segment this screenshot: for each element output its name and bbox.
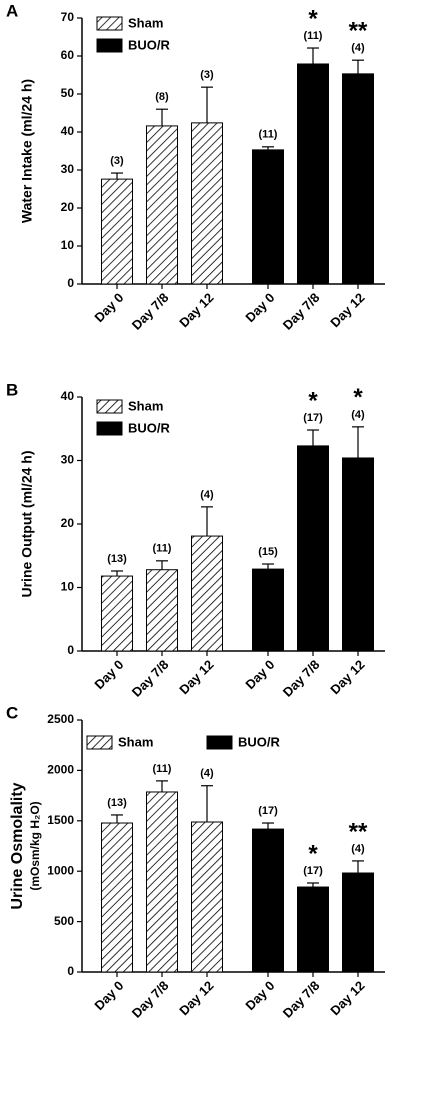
y-tick-label: 20 — [61, 516, 75, 530]
n-label: (17) — [303, 412, 323, 424]
legend-label: Sham — [118, 734, 153, 749]
y-axis-label: Water Intake (ml/24 h) — [19, 79, 35, 223]
bar — [101, 822, 133, 973]
y-tick-label: 2000 — [47, 763, 74, 777]
bar — [101, 178, 133, 285]
legend-swatch — [96, 38, 123, 53]
bar — [191, 821, 223, 973]
y-tick-label: 1000 — [47, 863, 74, 877]
y-tick-label: 30 — [61, 162, 75, 176]
significance-mark: * — [308, 840, 318, 867]
y-tick-label: 40 — [61, 389, 75, 403]
x-tick-label: Day 7/8 — [129, 978, 172, 1021]
y-tick-label: 0 — [67, 964, 74, 978]
x-tick-label: Day 7/8 — [280, 290, 323, 333]
significance-mark: ** — [349, 18, 368, 45]
x-tick-label: Day 12 — [327, 290, 367, 330]
y-tick-label: 70 — [61, 10, 75, 24]
n-label: (4) — [351, 42, 365, 54]
legend-label: BUO/R — [128, 37, 171, 52]
n-label: (13) — [107, 797, 127, 809]
x-tick-label: Day 12 — [176, 657, 216, 697]
x-tick-label: Day 7/8 — [280, 657, 323, 700]
bar — [252, 149, 284, 285]
bar — [101, 575, 133, 652]
n-label: (4) — [351, 843, 365, 855]
y-tick-label: 40 — [61, 124, 75, 138]
panel-label: A — [6, 1, 18, 20]
n-label: (17) — [303, 865, 323, 877]
legend-swatch — [86, 735, 113, 750]
bar — [146, 569, 178, 652]
n-label: (17) — [258, 805, 278, 817]
bar — [342, 73, 374, 285]
y-tick-label: 0 — [67, 276, 74, 290]
legend-swatch — [206, 735, 233, 750]
bar — [252, 568, 284, 652]
legend-label: Sham — [128, 398, 163, 413]
n-label: (11) — [153, 543, 172, 555]
y-tick-label: 500 — [54, 914, 74, 928]
x-tick-label: Day 7/8 — [280, 978, 323, 1021]
bar — [342, 872, 374, 973]
y-tick-label: 10 — [61, 238, 75, 252]
significance-mark: * — [308, 387, 318, 414]
bar — [342, 457, 374, 652]
n-label: (4) — [200, 768, 214, 780]
x-tick-label: Day 0 — [242, 978, 277, 1013]
y-tick-label: 2500 — [47, 712, 74, 726]
n-label: (15) — [258, 546, 278, 558]
bar — [252, 828, 284, 973]
x-tick-label: Day 12 — [176, 978, 216, 1018]
n-label: (11) — [259, 129, 278, 141]
y-tick-label: 60 — [61, 48, 75, 62]
x-tick-label: Day 0 — [242, 290, 277, 325]
n-label: (4) — [200, 489, 214, 501]
y-axis-label: Urine Output (ml/24 h) — [19, 451, 35, 598]
legend-swatch — [96, 421, 123, 436]
n-label: (13) — [107, 553, 127, 565]
y-tick-label: 1500 — [47, 813, 74, 827]
n-label: (4) — [351, 409, 365, 421]
legend-swatch — [96, 399, 123, 414]
legend-swatch — [96, 16, 123, 31]
panel-label: B — [6, 380, 18, 399]
y-tick-label: 20 — [61, 200, 75, 214]
bar — [191, 122, 223, 285]
n-label: (11) — [304, 30, 323, 42]
y-axis-label: Urine Osmolality — [9, 782, 26, 909]
legend-label: BUO/R — [128, 420, 171, 435]
panel-label: C — [6, 703, 18, 722]
x-tick-label: Day 12 — [327, 978, 367, 1018]
y-tick-label: 30 — [61, 453, 75, 467]
bar — [297, 886, 329, 973]
y-axis-label-sub: (mOsm/kg H₂O) — [28, 801, 42, 890]
significance-mark: * — [308, 5, 318, 32]
n-label: (3) — [110, 155, 124, 167]
x-tick-label: Day 0 — [242, 657, 277, 692]
x-tick-label: Day 12 — [176, 290, 216, 330]
x-tick-label: Day 7/8 — [129, 290, 172, 333]
y-tick-label: 10 — [61, 580, 75, 594]
x-tick-label: Day 0 — [91, 978, 126, 1013]
significance-mark: * — [353, 384, 363, 411]
x-tick-label: Day 0 — [91, 290, 126, 325]
x-tick-label: Day 0 — [91, 657, 126, 692]
significance-mark: ** — [349, 818, 368, 845]
bar — [297, 445, 329, 652]
y-tick-label: 50 — [61, 86, 75, 100]
y-tick-label: 0 — [67, 643, 74, 657]
n-label: (11) — [153, 763, 172, 775]
x-tick-label: Day 12 — [327, 657, 367, 697]
bar — [297, 63, 329, 285]
x-tick-label: Day 7/8 — [129, 657, 172, 700]
bar — [191, 535, 223, 652]
bar — [146, 791, 178, 973]
n-label: (8) — [155, 91, 169, 103]
n-label: (3) — [200, 69, 214, 81]
legend-label: BUO/R — [238, 734, 281, 749]
legend-label: Sham — [128, 15, 163, 30]
bar — [146, 125, 178, 285]
